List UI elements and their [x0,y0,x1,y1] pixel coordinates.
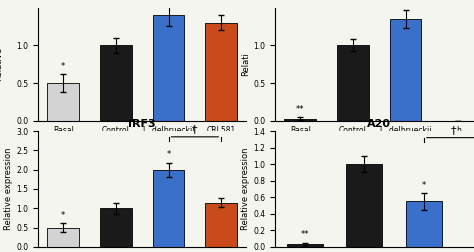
Y-axis label: Relative expression: Relative expression [241,148,250,230]
Bar [153,170,184,247]
Text: *: * [422,181,426,190]
Text: †: † [451,125,456,135]
Bar [346,164,382,247]
Bar [287,244,323,247]
Y-axis label: Relati: Relati [241,52,250,76]
Bar [337,45,369,121]
Bar [205,203,237,247]
Text: *: * [61,62,65,71]
Y-axis label: Relative expression: Relative expression [4,148,13,230]
Text: **: ** [301,230,309,239]
Bar [100,45,132,121]
Bar [47,228,79,247]
Text: †: † [192,124,198,135]
Bar [284,119,316,121]
Title: A20: A20 [367,119,391,129]
Text: **: ** [296,105,304,114]
Y-axis label: Relative
: Relative [0,47,13,81]
Bar [100,208,132,247]
Text: *: * [166,150,171,159]
Bar [205,23,237,121]
Bar [406,201,442,247]
Text: *: * [61,210,65,219]
Bar [390,19,421,121]
Bar [153,15,184,121]
Bar [47,83,79,121]
Title: IRF3: IRF3 [128,119,156,129]
